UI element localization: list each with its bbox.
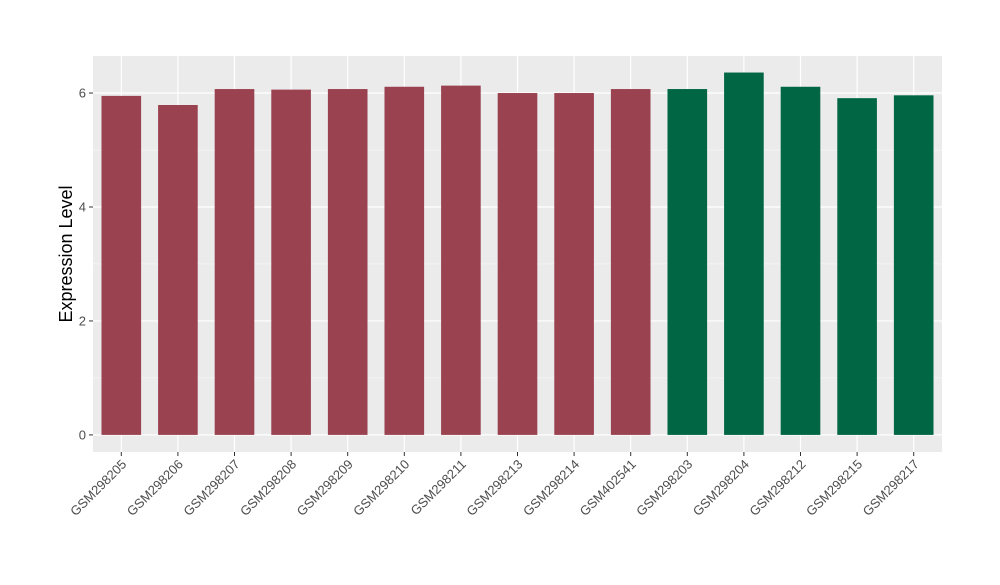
x-tick-label: GSM298204 xyxy=(690,457,752,519)
y-tick-label: 0 xyxy=(79,427,86,442)
bar-GSM298217 xyxy=(893,95,934,435)
y-tick-label: 6 xyxy=(79,86,86,101)
y-axis-label: Expression Level xyxy=(56,185,76,322)
bar-GSM298214 xyxy=(554,93,594,435)
x-tick-label: GSM298210 xyxy=(350,457,412,519)
x-tick-label: GSM298213 xyxy=(463,457,525,519)
x-tick-label: GSM298214 xyxy=(520,457,582,519)
bar-GSM298210 xyxy=(384,86,425,435)
x-tick-label: GSM298212 xyxy=(746,457,808,519)
y-tick-label: 4 xyxy=(79,199,86,214)
x-tick-label: GSM298208 xyxy=(237,457,299,519)
bar-GSM402541 xyxy=(610,89,651,435)
x-tick-label: GSM298217 xyxy=(860,457,922,519)
bar-GSM298208 xyxy=(271,89,311,435)
x-tick-label: GSM298215 xyxy=(803,457,865,519)
bar-GSM298207 xyxy=(214,89,255,435)
bar-GSM298205 xyxy=(101,95,142,435)
bar-GSM298206 xyxy=(158,105,198,435)
x-tick-label: GSM298207 xyxy=(180,457,242,519)
bar-GSM298203 xyxy=(667,89,708,435)
bar-GSM298211 xyxy=(441,85,481,435)
x-tick-label: GSM298205 xyxy=(67,457,129,519)
y-tick-label: 2 xyxy=(79,313,86,328)
x-tick-label: GSM402541 xyxy=(577,457,639,519)
x-tick-label: GSM298206 xyxy=(124,457,186,519)
x-tick-label: GSM298211 xyxy=(407,457,469,519)
x-tick-label: GSM298209 xyxy=(294,457,356,519)
bar-GSM298209 xyxy=(327,89,368,435)
bar-GSM298213 xyxy=(497,93,538,435)
x-tick-label: GSM298203 xyxy=(633,457,695,519)
bar-GSM298212 xyxy=(780,86,821,435)
bar-GSM298204 xyxy=(724,72,764,435)
bar-GSM298215 xyxy=(837,98,877,435)
